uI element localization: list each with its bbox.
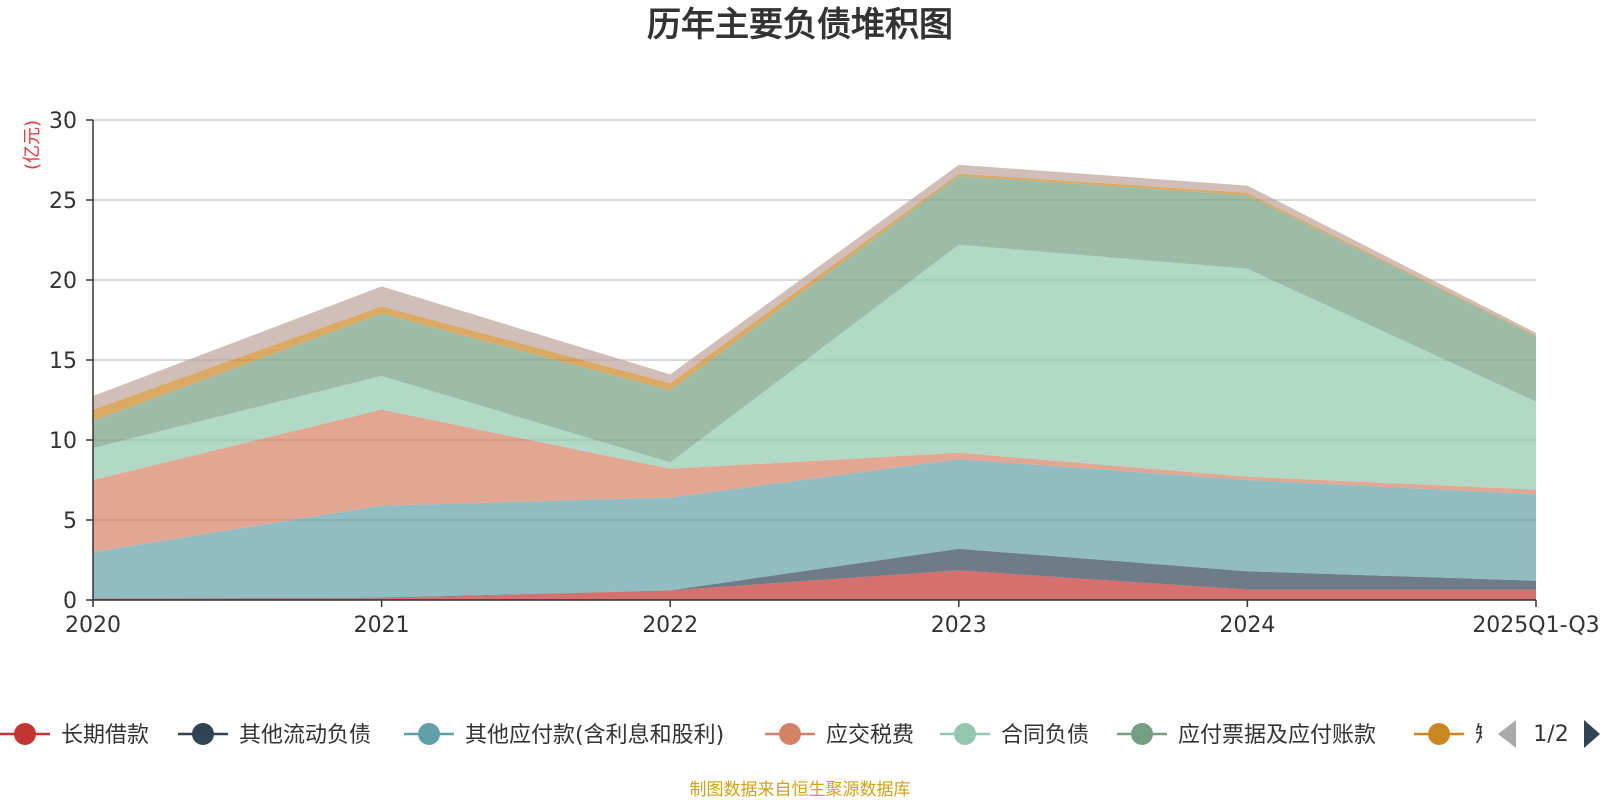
stacked-areas xyxy=(93,164,1536,600)
x-tick-label-0: 2020 xyxy=(65,613,121,638)
legend-next-icon[interactable] xyxy=(1584,720,1600,748)
y-tick-label-2: 10 xyxy=(49,429,77,454)
y-tick-label-0: 0 xyxy=(63,589,77,614)
legend-marker-1 xyxy=(192,723,214,745)
legend-item-5[interactable]: 应付票据及应付账款 xyxy=(1117,723,1376,748)
legend-item-2[interactable]: 其他应付款(含利息和股利) xyxy=(404,723,724,748)
legend-item-6[interactable]: 短 xyxy=(1414,723,1497,748)
legend-items: 长期借款 其他流动负债 其他应付款(含利息和股利) 应交税费 合同负债 应付票据及应付账款… xyxy=(0,723,1497,748)
legend-prev-icon[interactable] xyxy=(1498,720,1516,748)
legend-label-0: 长期借款 xyxy=(61,723,149,748)
area-series-1 xyxy=(93,548,1536,599)
area-series-2 xyxy=(93,459,1536,599)
area-series-3 xyxy=(93,409,1536,552)
area-series-0 xyxy=(93,570,1536,600)
legend-page-indicator: 1/2 xyxy=(1533,722,1568,747)
legend-label-6: 短 xyxy=(1475,723,1497,748)
axes: 0 5 10 15 20 25 30 2020 2021 2022 2023 2024 2025Q1-Q… xyxy=(49,109,1600,638)
legend-item-0[interactable]: 长期借款 xyxy=(0,723,149,748)
legend-label-3: 应交税费 xyxy=(826,723,914,748)
legend-marker-2 xyxy=(418,723,440,745)
legend-label-4: 合同负债 xyxy=(1001,723,1089,748)
legend-label-2: 其他应付款(含利息和股利) xyxy=(465,723,724,748)
legend-item-1[interactable]: 其他流动负债 xyxy=(178,723,371,748)
legend-marker-0 xyxy=(14,723,36,745)
data-source-footer: 制图数据来自恒生聚源数据库 xyxy=(690,780,911,800)
y-tick-label-3: 15 xyxy=(49,349,77,374)
legend: 长期借款 其他流动负债 其他应付款(含利息和股利) 应交税费 合同负债 应付票据及应付账款… xyxy=(0,723,1497,748)
legend-label-5: 应付票据及应付账款 xyxy=(1178,723,1376,748)
x-tick-label-3: 2023 xyxy=(931,613,987,638)
area-series-5 xyxy=(93,176,1536,463)
x-tick-label-1: 2021 xyxy=(354,613,410,638)
legend-marker-4 xyxy=(954,723,976,745)
area-series-4 xyxy=(93,244,1536,490)
x-tick-label-4: 2024 xyxy=(1219,613,1275,638)
legend-item-3[interactable]: 应交税费 xyxy=(765,723,914,748)
y-tick-label-6: 30 xyxy=(49,109,77,134)
legend-marker-3 xyxy=(779,723,801,745)
x-tick-label-5: 2025Q1-Q3 xyxy=(1472,613,1599,638)
y-axis-unit: (亿元) xyxy=(22,120,43,170)
legend-marker-5 xyxy=(1131,723,1153,745)
x-tick-label-2: 2022 xyxy=(642,613,698,638)
chart-title: 历年主要负债堆积图 xyxy=(647,5,953,45)
legend-pager: 1/2 xyxy=(1498,720,1600,748)
y-tick-label-5: 25 xyxy=(49,189,77,214)
y-tick-label-4: 20 xyxy=(49,269,77,294)
legend-label-1: 其他流动负债 xyxy=(239,723,371,748)
y-tick-label-1: 5 xyxy=(63,509,77,534)
area-series-7 xyxy=(93,164,1536,410)
legend-marker-6 xyxy=(1428,723,1450,745)
legend-item-4[interactable]: 合同负债 xyxy=(940,723,1089,748)
